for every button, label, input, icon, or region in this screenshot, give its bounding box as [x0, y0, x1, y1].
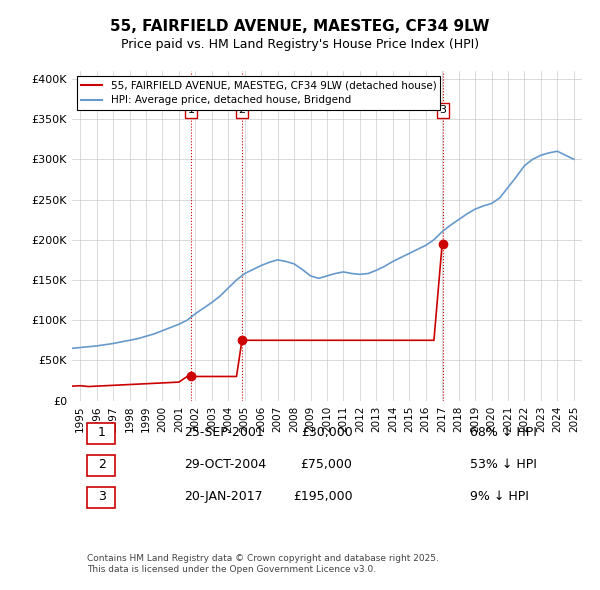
Text: 53% ↓ HPI: 53% ↓ HPI — [470, 458, 536, 471]
Text: 55, FAIRFIELD AVENUE, MAESTEG, CF34 9LW: 55, FAIRFIELD AVENUE, MAESTEG, CF34 9LW — [110, 19, 490, 34]
FancyBboxPatch shape — [88, 487, 115, 508]
Text: Contains HM Land Registry data © Crown copyright and database right 2025.
This d: Contains HM Land Registry data © Crown c… — [88, 554, 439, 573]
Text: 25-SEP-2001: 25-SEP-2001 — [184, 426, 264, 439]
Text: 2: 2 — [98, 458, 106, 471]
Text: 68% ↓ HPI: 68% ↓ HPI — [470, 426, 536, 439]
Text: 3: 3 — [98, 490, 106, 503]
Text: 1: 1 — [187, 106, 194, 116]
Text: 29-OCT-2004: 29-OCT-2004 — [184, 458, 266, 471]
Text: 20-JAN-2017: 20-JAN-2017 — [184, 490, 263, 503]
Text: 9% ↓ HPI: 9% ↓ HPI — [470, 490, 529, 503]
Text: £75,000: £75,000 — [301, 458, 353, 471]
FancyBboxPatch shape — [88, 455, 115, 476]
Legend: 55, FAIRFIELD AVENUE, MAESTEG, CF34 9LW (detached house), HPI: Average price, de: 55, FAIRFIELD AVENUE, MAESTEG, CF34 9LW … — [77, 76, 440, 110]
Text: 1: 1 — [98, 426, 106, 439]
FancyBboxPatch shape — [88, 423, 115, 444]
Text: 3: 3 — [439, 106, 446, 116]
Text: Price paid vs. HM Land Registry's House Price Index (HPI): Price paid vs. HM Land Registry's House … — [121, 38, 479, 51]
Text: £195,000: £195,000 — [293, 490, 353, 503]
Text: 2: 2 — [238, 106, 245, 116]
Text: £30,000: £30,000 — [301, 426, 353, 439]
